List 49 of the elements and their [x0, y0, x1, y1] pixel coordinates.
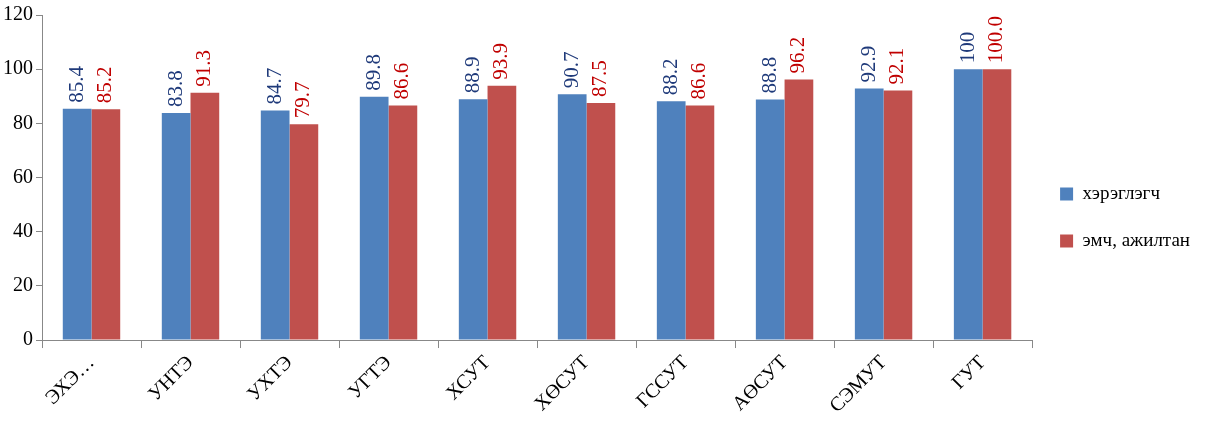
- bar: [161, 113, 191, 340]
- data-label: 83.8: [162, 70, 187, 108]
- data-label: 88.2: [657, 58, 682, 96]
- bar: [883, 90, 913, 340]
- data-label: 90.7: [558, 51, 583, 89]
- legend-label: хэрэглэгч: [1082, 181, 1161, 203]
- y-tick-label: 20: [13, 273, 33, 296]
- y-tick-label: 60: [13, 164, 33, 187]
- data-label: 84.7: [261, 67, 286, 105]
- legend-label: эмч, ажилтан: [1082, 228, 1191, 250]
- data-label: 93.9: [488, 42, 513, 80]
- bar: [62, 108, 92, 340]
- bar: [190, 92, 220, 340]
- bar: [656, 101, 686, 340]
- data-label: 92.1: [884, 47, 909, 85]
- bar: [458, 99, 488, 340]
- data-label: 88.8: [756, 56, 781, 94]
- y-tick-label: 40: [13, 218, 33, 241]
- data-label: 86.6: [389, 62, 414, 100]
- data-label: 96.2: [785, 36, 810, 74]
- bar: [784, 79, 814, 340]
- data-label: 85.2: [92, 66, 117, 104]
- bar: [91, 109, 121, 340]
- bar: [260, 110, 290, 340]
- bar: [755, 99, 785, 340]
- bar: [388, 105, 418, 340]
- data-label: 86.6: [686, 62, 711, 100]
- y-tick-label: 0: [23, 327, 33, 350]
- data-label: 91.3: [191, 49, 216, 87]
- y-tick-label: 120: [3, 2, 33, 25]
- bar: [982, 69, 1012, 340]
- data-label: 89.8: [360, 54, 385, 91]
- bar: [685, 105, 715, 340]
- bar: [953, 69, 983, 340]
- data-label: 100: [954, 31, 979, 64]
- bar: [854, 88, 884, 340]
- data-label: 100.0: [983, 15, 1008, 64]
- bar: [557, 94, 587, 340]
- bar: [359, 96, 389, 340]
- data-label: 79.7: [290, 81, 315, 119]
- data-label: 87.5: [587, 60, 612, 98]
- data-label: 85.4: [63, 65, 88, 103]
- bar: [586, 103, 616, 340]
- bar: [487, 85, 517, 340]
- bar: [289, 124, 319, 340]
- y-tick-label: 100: [3, 56, 33, 79]
- data-label: 88.9: [459, 56, 484, 94]
- data-label: 92.9: [855, 45, 880, 83]
- y-tick-label: 80: [13, 110, 33, 133]
